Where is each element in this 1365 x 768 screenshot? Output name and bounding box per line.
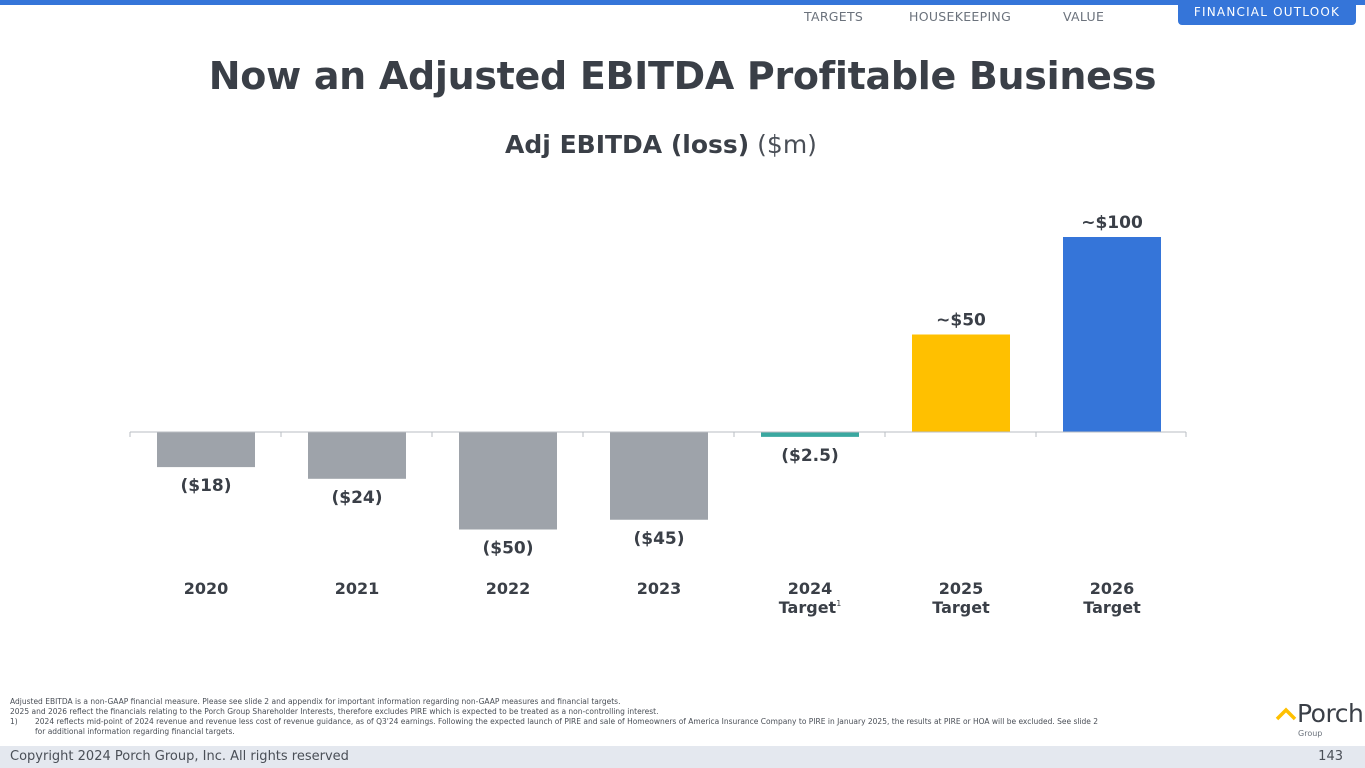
category-label: Target xyxy=(1083,598,1141,617)
footnote-1: 1) 2024 reflects mid-point of 2024 revenu… xyxy=(10,717,1250,727)
data-label: ($50) xyxy=(482,539,533,559)
logo-wordmark: Porch xyxy=(1297,699,1364,728)
porch-group-logo: Porch Group xyxy=(1275,699,1365,744)
bar-2023 xyxy=(610,432,708,520)
category-label: 2022 xyxy=(486,579,531,598)
category-label: 2020 xyxy=(184,579,229,598)
footnote-1-number: 1) xyxy=(10,717,18,726)
bar-2024-target xyxy=(761,432,859,437)
category-superscript: 1 xyxy=(836,599,841,608)
bar-2020 xyxy=(157,432,255,468)
category-label: 2026 xyxy=(1090,579,1135,598)
category-label: 2021 xyxy=(335,579,380,598)
nav-tab-financial-outlook[interactable]: FINANCIAL OUTLOOK xyxy=(1178,0,1356,25)
footnote-non-gaap: Adjusted EBITDA is a non-GAAP financial … xyxy=(10,697,621,706)
porch-roof-icon xyxy=(1275,707,1297,721)
data-label: ~$50 xyxy=(936,311,986,331)
category-label: Target1 xyxy=(779,598,842,617)
nav-tab-value[interactable]: VALUE xyxy=(1063,9,1105,24)
nav-tab-housekeeping[interactable]: HOUSEKEEPING xyxy=(909,9,1012,24)
chart-title-metric: Adj EBITDA (loss) xyxy=(505,130,750,159)
footnote-1-text: 2024 reflects mid-point of 2024 revenue … xyxy=(35,717,1099,726)
category-label: Target xyxy=(932,598,990,617)
data-label: ($24) xyxy=(331,488,382,508)
data-label: ~$100 xyxy=(1081,213,1143,233)
page-number: 143 xyxy=(1318,749,1343,764)
bar-2021 xyxy=(308,432,406,479)
category-label: 2024 xyxy=(788,579,833,598)
data-label: ($18) xyxy=(180,476,231,496)
category-label: 2025 xyxy=(939,579,984,598)
bar-2025-target xyxy=(912,334,1010,432)
bar-2022 xyxy=(459,432,557,530)
top-accent-bar xyxy=(0,0,1365,5)
data-label: ($2.5) xyxy=(781,446,838,466)
footnote-1-continued: for additional information regarding fin… xyxy=(35,727,235,736)
category-label: 2023 xyxy=(637,579,682,598)
footer-bar: Copyright 2024 Porch Group, Inc. All rig… xyxy=(0,746,1365,768)
ebitda-bar-chart: ($18) 2020 ($24) 2021 ($50) 2022 ($45) 2023 ($2.… xyxy=(129,213,1187,617)
chart-title: Adj EBITDA (loss) ($m) xyxy=(0,130,1322,159)
nav-tab-targets[interactable]: TARGETS xyxy=(804,9,864,24)
bar-2026-target xyxy=(1063,237,1161,432)
data-label: ($45) xyxy=(633,529,684,549)
footnote-shareholder-interests: 2025 and 2026 reflect the financials rel… xyxy=(10,707,659,716)
chart-title-unit: ($m) xyxy=(757,130,817,159)
page-title: Now an Adjusted EBITDA Profitable Busine… xyxy=(208,54,1157,98)
logo-subtext: Group xyxy=(1298,729,1323,738)
copyright-text: Copyright 2024 Porch Group, Inc. All rig… xyxy=(10,749,349,764)
